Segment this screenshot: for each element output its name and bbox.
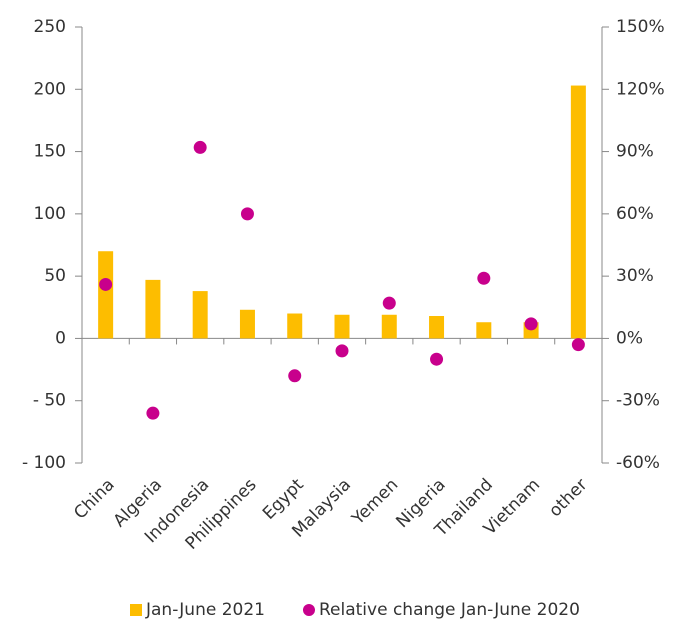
y2-tick-label: 120% — [616, 79, 665, 99]
bar — [476, 322, 492, 339]
dot — [240, 207, 254, 221]
bar — [98, 251, 114, 339]
y2-tick-label: 150% — [616, 17, 665, 37]
legend-swatch — [130, 604, 142, 616]
bar — [192, 291, 208, 339]
bar — [381, 314, 397, 339]
y2-tick-label: 60% — [616, 204, 654, 224]
y2-tick-label: -30% — [616, 391, 660, 411]
bar — [239, 309, 255, 339]
dot — [146, 406, 160, 420]
x-tick-label: Yemen — [348, 475, 403, 530]
y-tick-label: 50 — [44, 266, 66, 286]
bar — [145, 279, 161, 339]
legend-label: Jan-June 2021 — [145, 600, 265, 620]
dot — [524, 317, 538, 331]
bar — [570, 85, 586, 339]
legend-swatch — [302, 604, 315, 616]
y-tick-label: 150 — [34, 142, 66, 162]
y-tick-label: 0 — [55, 328, 66, 348]
y-tick-label: - 50 — [33, 391, 66, 411]
dot — [335, 344, 349, 358]
dot — [382, 296, 396, 310]
dot — [99, 277, 113, 291]
y-tick-label: 250 — [34, 17, 66, 37]
x-tick-label: other — [545, 475, 591, 521]
y2-tick-label: 90% — [616, 142, 654, 162]
y2-tick-label: 30% — [616, 266, 654, 286]
y-tick-label: 200 — [34, 79, 66, 99]
y2-tick-label: 0% — [616, 328, 643, 348]
legend-label: Relative change Jan-June 2020 — [319, 600, 580, 620]
y-tick-label: - 100 — [22, 453, 66, 473]
dot — [430, 352, 444, 366]
bar — [429, 316, 445, 339]
dot — [571, 338, 585, 352]
bar — [287, 313, 303, 339]
dot — [193, 140, 207, 154]
bar — [334, 314, 350, 339]
dot — [288, 369, 302, 383]
y2-tick-label: -60% — [616, 453, 660, 473]
y-tick-label: 100 — [34, 204, 66, 224]
dot — [477, 271, 491, 285]
